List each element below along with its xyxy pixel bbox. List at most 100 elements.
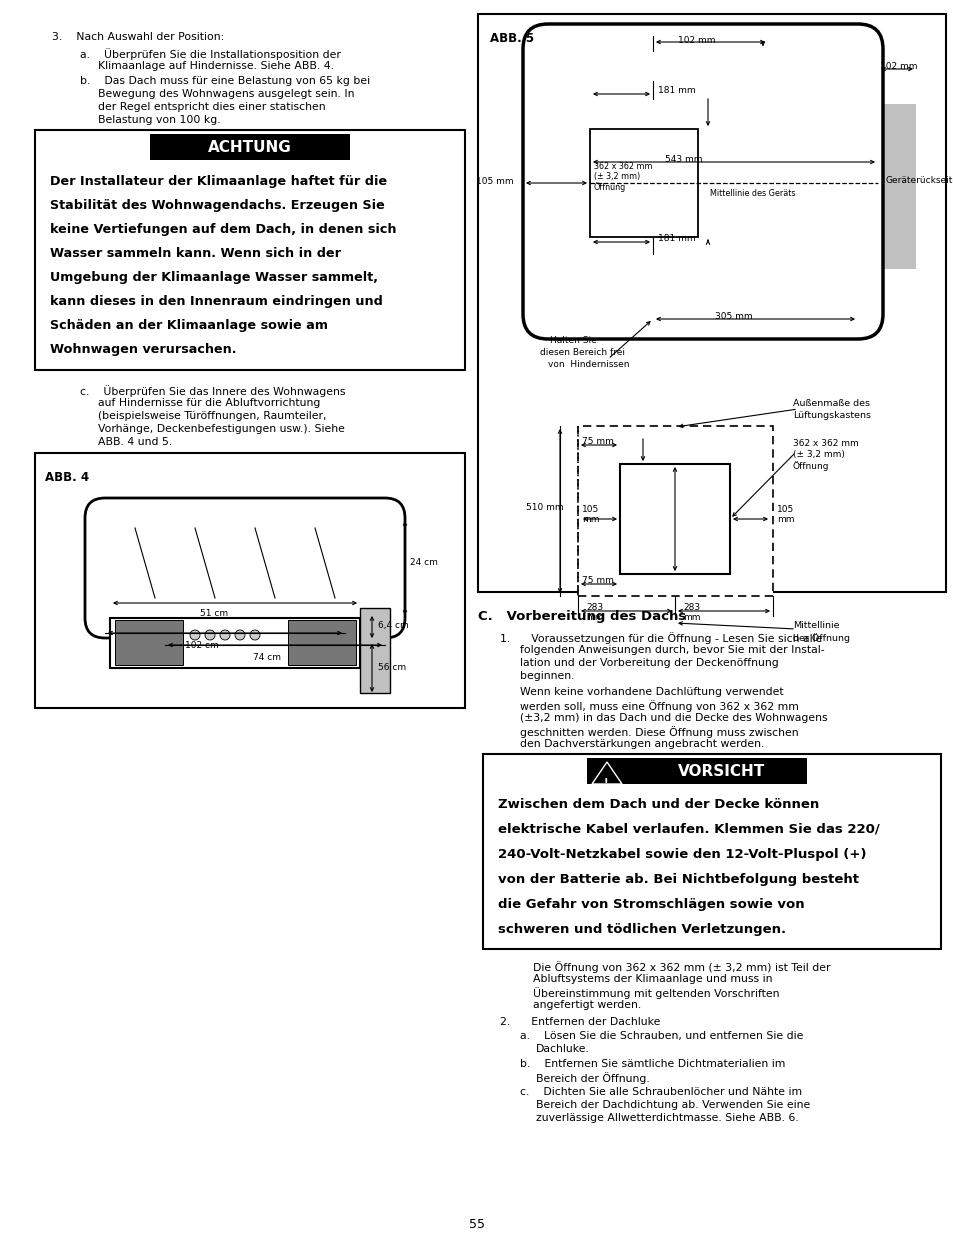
Text: kann dieses in den Innenraum eindringen und: kann dieses in den Innenraum eindringen … xyxy=(50,295,382,308)
Text: der Regel entspricht dies einer statischen: der Regel entspricht dies einer statisch… xyxy=(98,103,325,112)
Text: mm: mm xyxy=(581,515,598,524)
Circle shape xyxy=(220,630,230,640)
Text: 362 x 362 mm: 362 x 362 mm xyxy=(792,438,858,448)
Text: Übereinstimmung mit geltenden Vorschriften: Übereinstimmung mit geltenden Vorschrift… xyxy=(533,987,779,999)
Text: 74 cm: 74 cm xyxy=(253,653,281,662)
Text: 75 mm: 75 mm xyxy=(581,437,613,446)
Bar xyxy=(477,14,945,592)
Text: Wohnwagen verursachen.: Wohnwagen verursachen. xyxy=(50,343,236,356)
Text: Der Installateur der Klimaanlage haftet für die: Der Installateur der Klimaanlage haftet … xyxy=(50,175,387,188)
Bar xyxy=(359,608,390,693)
Text: Bereich der Öffnung.: Bereich der Öffnung. xyxy=(536,1072,649,1084)
Text: mm: mm xyxy=(682,613,700,622)
Text: Vorhänge, Deckenbefestigungen usw.). Siehe: Vorhänge, Deckenbefestigungen usw.). Sie… xyxy=(98,424,345,433)
Text: geschnitten werden. Diese Öffnung muss zwischen: geschnitten werden. Diese Öffnung muss z… xyxy=(519,726,798,737)
Bar xyxy=(619,464,729,574)
Text: Abluftsystems der Klimaanlage und muss in: Abluftsystems der Klimaanlage und muss i… xyxy=(533,974,772,984)
Bar xyxy=(877,104,915,269)
Text: (± 3,2 mm): (± 3,2 mm) xyxy=(792,450,844,459)
Text: elektrische Kabel verlaufen. Klemmen Sie das 220/: elektrische Kabel verlaufen. Klemmen Sie… xyxy=(497,823,879,836)
Text: ACHTUNG: ACHTUNG xyxy=(208,140,292,156)
Text: 102 mm: 102 mm xyxy=(879,62,917,70)
Text: 105 mm: 105 mm xyxy=(476,177,513,186)
Text: 543 mm: 543 mm xyxy=(664,156,701,164)
Text: 510 mm: 510 mm xyxy=(525,503,563,513)
Text: 102 cm: 102 cm xyxy=(185,641,218,650)
Text: (± 3,2 mm): (± 3,2 mm) xyxy=(594,172,639,182)
Circle shape xyxy=(190,630,200,640)
FancyBboxPatch shape xyxy=(522,23,882,338)
Text: Mittellinie: Mittellinie xyxy=(792,621,839,630)
Circle shape xyxy=(250,630,260,640)
Text: 181 mm: 181 mm xyxy=(658,86,695,95)
Text: C.   Vorbereitung des Dachs: C. Vorbereitung des Dachs xyxy=(477,610,685,622)
Text: ABB. 4 und 5.: ABB. 4 und 5. xyxy=(98,437,172,447)
Text: Schäden an der Klimaanlage sowie am: Schäden an der Klimaanlage sowie am xyxy=(50,319,328,332)
Text: b.    Entfernen Sie sämtliche Dichtmaterialien im: b. Entfernen Sie sämtliche Dichtmaterial… xyxy=(519,1058,784,1070)
Text: Öffnung: Öffnung xyxy=(792,461,828,471)
Text: !: ! xyxy=(603,778,608,788)
Text: Halten Sie: Halten Sie xyxy=(550,336,597,345)
Text: (±3,2 mm) in das Dach und die Decke des Wohnwagens: (±3,2 mm) in das Dach und die Decke des … xyxy=(519,713,827,722)
Text: Die Öffnung von 362 x 362 mm (± 3,2 mm) ist Teil der: Die Öffnung von 362 x 362 mm (± 3,2 mm) … xyxy=(533,961,830,973)
Bar xyxy=(578,426,772,597)
Text: beginnen.: beginnen. xyxy=(519,671,574,680)
Bar xyxy=(150,135,350,161)
Text: 56 cm: 56 cm xyxy=(377,663,406,672)
Text: Belastung von 100 kg.: Belastung von 100 kg. xyxy=(98,115,220,125)
Text: 51 cm: 51 cm xyxy=(200,609,228,618)
Text: 283: 283 xyxy=(585,603,602,613)
Text: (beispielsweise Türöffnungen, Raumteiler,: (beispielsweise Türöffnungen, Raumteiler… xyxy=(98,411,326,421)
Bar xyxy=(288,620,355,664)
Bar xyxy=(482,755,940,948)
Text: mm: mm xyxy=(776,515,794,524)
Text: 105: 105 xyxy=(776,505,794,514)
Circle shape xyxy=(205,630,214,640)
Bar xyxy=(115,620,183,664)
Text: Umgebung der Klimaanlage Wasser sammelt,: Umgebung der Klimaanlage Wasser sammelt, xyxy=(50,270,377,284)
Text: 181 mm: 181 mm xyxy=(658,233,695,243)
Circle shape xyxy=(234,630,245,640)
Bar xyxy=(652,282,857,314)
Text: Klimaanlage auf Hindernisse. Siehe ABB. 4.: Klimaanlage auf Hindernisse. Siehe ABB. … xyxy=(98,61,334,70)
Text: a.    Lösen Sie die Schrauben, und entfernen Sie die: a. Lösen Sie die Schrauben, und entferne… xyxy=(519,1031,802,1041)
Text: Bereich der Dachdichtung ab. Verwenden Sie eine: Bereich der Dachdichtung ab. Verwenden S… xyxy=(536,1100,809,1110)
Text: 283: 283 xyxy=(682,603,700,613)
Text: 105: 105 xyxy=(581,505,598,514)
Text: schweren und tödlichen Verletzungen.: schweren und tödlichen Verletzungen. xyxy=(497,923,785,936)
Bar xyxy=(586,758,806,784)
Text: Dachluke.: Dachluke. xyxy=(536,1044,589,1053)
Text: mm: mm xyxy=(585,613,603,622)
Text: 24 cm: 24 cm xyxy=(410,558,437,567)
Text: der Öffnung: der Öffnung xyxy=(792,634,849,643)
Polygon shape xyxy=(592,762,621,784)
Text: Wasser sammeln kann. Wenn sich in der: Wasser sammeln kann. Wenn sich in der xyxy=(50,247,340,261)
Text: Geräterückseite: Geräterückseite xyxy=(885,177,953,185)
Text: 55: 55 xyxy=(469,1218,484,1231)
Text: 102 mm: 102 mm xyxy=(678,36,715,44)
Text: die Gefahr von Stromschlägen sowie von: die Gefahr von Stromschlägen sowie von xyxy=(497,898,803,911)
Text: lation und der Vorbereitung der Deckenöffnung: lation und der Vorbereitung der Deckenöf… xyxy=(519,658,778,668)
Text: auf Hindernisse für die Abluftvorrichtung: auf Hindernisse für die Abluftvorrichtun… xyxy=(98,398,320,408)
Text: von der Batterie ab. Bei Nichtbefolgung besteht: von der Batterie ab. Bei Nichtbefolgung … xyxy=(497,873,858,885)
Bar xyxy=(589,128,698,237)
Text: 6,4 cm: 6,4 cm xyxy=(377,621,408,630)
Text: 1.      Voraussetzungen für die Öffnung - Lesen Sie sich alle: 1. Voraussetzungen für die Öffnung - Les… xyxy=(499,632,821,643)
Text: folgenden Anweisungen durch, bevor Sie mit der Instal-: folgenden Anweisungen durch, bevor Sie m… xyxy=(519,645,823,655)
Text: b.    Das Dach muss für eine Belastung von 65 kg bei: b. Das Dach muss für eine Belastung von … xyxy=(80,77,370,86)
Text: zuverlässige Allwetterdichtmasse. Siehe ABB. 6.: zuverlässige Allwetterdichtmasse. Siehe … xyxy=(536,1113,798,1123)
Bar xyxy=(652,49,872,82)
Text: VORSICHT: VORSICHT xyxy=(678,764,765,779)
Text: Lüftungskastens: Lüftungskastens xyxy=(792,411,870,420)
Text: Bewegung des Wohnwagens ausgelegt sein. In: Bewegung des Wohnwagens ausgelegt sein. … xyxy=(98,89,355,99)
Bar xyxy=(35,453,464,708)
FancyBboxPatch shape xyxy=(85,498,405,638)
Text: 75 mm: 75 mm xyxy=(581,576,613,585)
Text: Öffnung: Öffnung xyxy=(594,182,625,191)
Text: c.    Dichten Sie alle Schraubenlöcher und Nähte im: c. Dichten Sie alle Schraubenlöcher und … xyxy=(519,1087,801,1097)
Text: 362 x 362 mm: 362 x 362 mm xyxy=(594,162,652,170)
Text: diesen Bereich frei: diesen Bereich frei xyxy=(539,348,624,357)
Bar xyxy=(35,130,464,370)
Text: ABB. 4: ABB. 4 xyxy=(45,471,89,484)
Text: 305 mm: 305 mm xyxy=(714,312,752,321)
